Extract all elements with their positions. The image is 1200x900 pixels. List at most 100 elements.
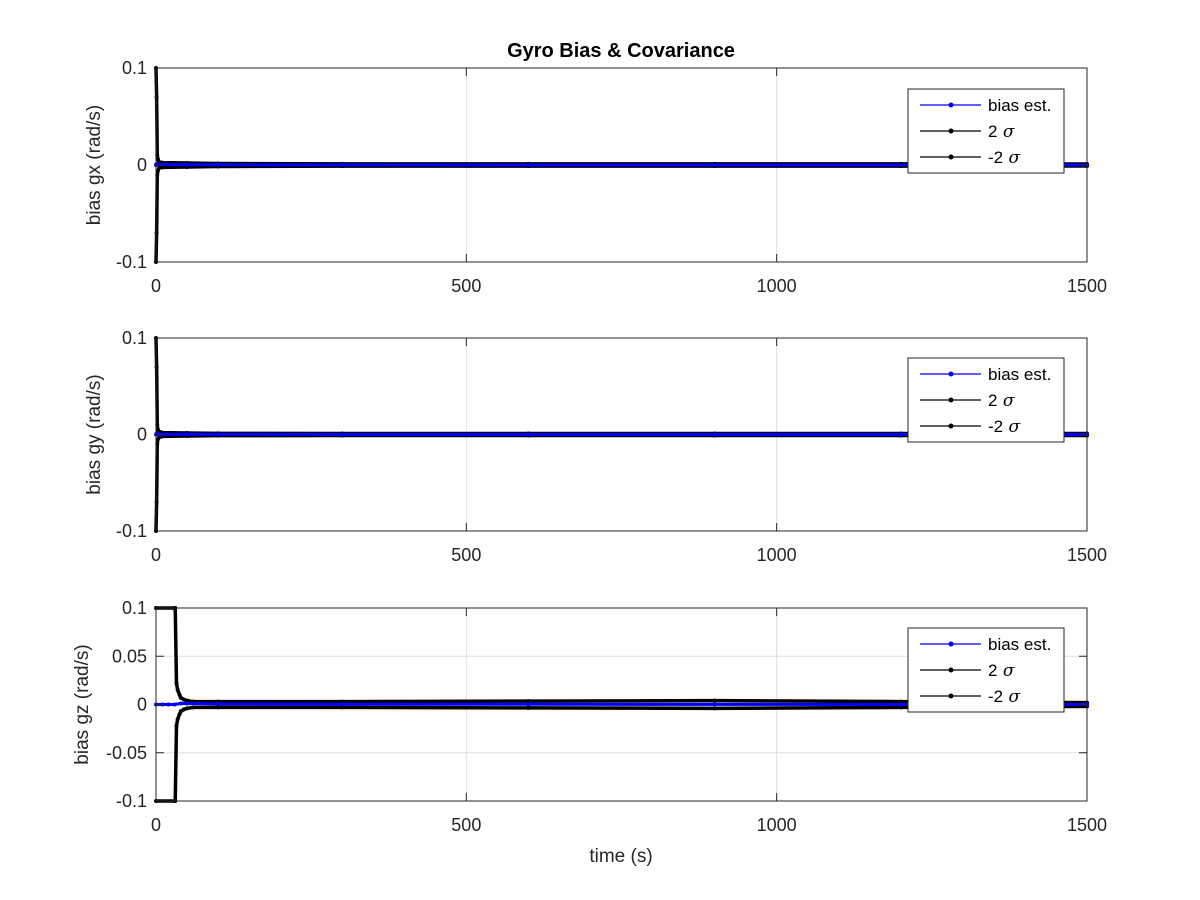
data-point xyxy=(185,706,190,711)
data-point xyxy=(526,163,531,167)
legend-swatch-marker xyxy=(948,154,954,160)
x-axis-label: time (s) xyxy=(589,846,652,867)
y-tick-label: -0.1 xyxy=(116,252,147,272)
panel-3: 0 500 1000 1500 -0.1 -0.05 0 0.05 0.1 bias gz (ra… xyxy=(72,598,1107,835)
data-point xyxy=(216,162,221,167)
x-tick-label: 1500 xyxy=(1067,545,1107,565)
x-tick-label: 0 xyxy=(151,815,161,835)
data-point xyxy=(154,500,159,505)
data-point xyxy=(154,364,159,369)
legend-label: -2 σ xyxy=(988,417,1021,437)
y-tick-label: 0.1 xyxy=(122,598,147,618)
legend-swatch-marker xyxy=(948,693,954,699)
data-point xyxy=(526,702,531,707)
legend-swatch-marker xyxy=(948,102,954,108)
legend-label: -2 σ xyxy=(988,687,1021,707)
legend-label: 2 σ xyxy=(988,391,1015,411)
data-point xyxy=(166,702,171,707)
y-tick-label: 0.1 xyxy=(122,58,147,78)
legend-label: 2 σ xyxy=(988,122,1015,142)
data-point xyxy=(898,702,903,707)
data-point xyxy=(175,716,180,721)
y-tick-label: 0.05 xyxy=(112,646,147,666)
legend-label: bias est. xyxy=(988,96,1051,115)
x-tick-label: 0 xyxy=(151,276,161,296)
data-point xyxy=(216,432,221,437)
data-point xyxy=(526,699,531,704)
sigma-symbol: σ xyxy=(1003,417,1020,437)
legend: bias est. 2 σ -2 σ xyxy=(907,357,1065,443)
data-point xyxy=(712,706,717,711)
data-point xyxy=(340,702,345,707)
x-tick-label: 0 xyxy=(151,545,161,565)
y-tick-label: -0.05 xyxy=(106,743,147,763)
x-tick-label: 500 xyxy=(451,545,481,565)
legend: bias est. 2 σ -2 σ xyxy=(907,627,1065,713)
x-tick-label: 1000 xyxy=(757,545,797,565)
data-point xyxy=(898,432,903,437)
y-axis-label: bias gx (rad/s) xyxy=(84,105,105,225)
data-point xyxy=(157,165,162,170)
y-axis-label: bias gz (rad/s) xyxy=(72,644,93,764)
legend-label: bias est. xyxy=(988,365,1051,384)
data-point xyxy=(185,162,190,167)
data-point xyxy=(185,698,190,703)
data-point xyxy=(154,95,159,100)
data-point xyxy=(181,697,186,702)
data-point xyxy=(174,681,179,686)
x-tick-label: 1500 xyxy=(1067,815,1107,835)
data-point xyxy=(175,688,180,693)
y-axis-label: bias gy (rad/s) xyxy=(84,374,105,494)
data-point xyxy=(160,165,165,170)
legend: bias est. 2 σ -2 σ xyxy=(907,88,1065,174)
legend-label: 2 σ xyxy=(988,661,1015,681)
legend-swatch-marker xyxy=(948,397,954,403)
data-point xyxy=(216,705,221,710)
sigma-symbol: σ xyxy=(997,661,1014,681)
data-point xyxy=(712,432,717,437)
x-tick-label: 1000 xyxy=(757,815,797,835)
data-point xyxy=(174,723,179,728)
data-point xyxy=(712,702,717,707)
data-point xyxy=(898,699,903,704)
data-point xyxy=(154,230,159,235)
sigma-symbol: σ xyxy=(997,122,1014,142)
data-point xyxy=(178,695,183,700)
data-point xyxy=(178,701,183,706)
chart-title: Gyro Bias & Covariance xyxy=(507,40,735,62)
x-tick-label: 1000 xyxy=(757,276,797,296)
y-tick-label: -0.1 xyxy=(116,521,147,541)
y-tick-label: 0 xyxy=(137,425,147,445)
data-point xyxy=(185,432,190,437)
x-tick-label: 1500 xyxy=(1067,276,1107,296)
data-point xyxy=(178,709,183,714)
data-point xyxy=(526,705,531,710)
legend-swatch-marker xyxy=(948,128,954,134)
data-point xyxy=(898,163,903,167)
data-point xyxy=(172,702,177,707)
y-tick-label: -0.1 xyxy=(116,791,147,811)
y-tick-label: 0 xyxy=(137,155,147,175)
data-point xyxy=(185,701,190,706)
sigma-symbol: σ xyxy=(1003,687,1020,707)
data-point xyxy=(216,702,221,707)
x-tick-label: 500 xyxy=(451,276,481,296)
data-point xyxy=(526,432,531,437)
legend-label: bias est. xyxy=(988,635,1051,654)
x-tick-label: 500 xyxy=(451,815,481,835)
data-point xyxy=(340,432,345,437)
legend-swatch-marker xyxy=(948,371,954,377)
data-point xyxy=(340,162,345,167)
data-point xyxy=(712,163,717,167)
data-point xyxy=(181,707,186,712)
y-tick-label: 0 xyxy=(137,695,147,715)
data-point xyxy=(898,705,903,710)
sigma-symbol: σ xyxy=(1003,148,1020,168)
data-point xyxy=(191,705,196,710)
legend-swatch-marker xyxy=(948,667,954,673)
legend-swatch-marker xyxy=(948,641,954,647)
data-point xyxy=(157,435,162,440)
